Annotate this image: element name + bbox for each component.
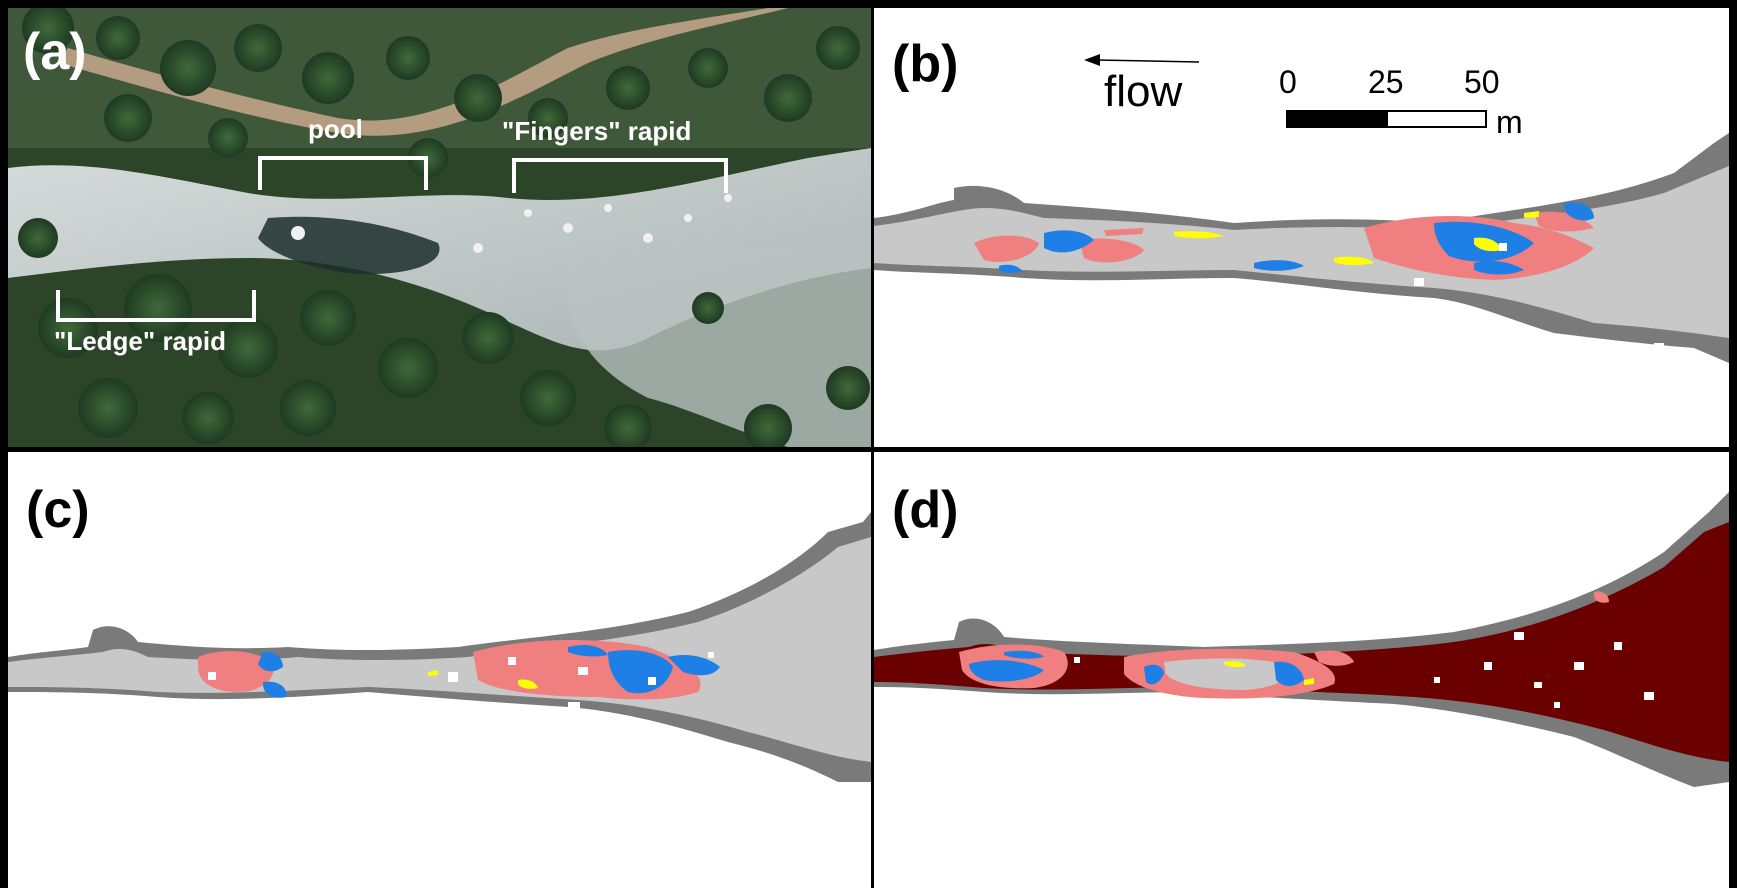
border-right	[1729, 0, 1737, 888]
flow-label: flow	[1104, 67, 1183, 116]
ledge-rapid-label: "Ledge" rapid	[54, 326, 227, 356]
scale-tick-25: 25	[1368, 64, 1404, 100]
pool-label: pool	[308, 114, 363, 144]
panel-c-channel-map	[8, 512, 871, 782]
panel-d-map: (d)	[874, 452, 1729, 888]
border-top	[0, 0, 1737, 8]
fingers-rapid-label: "Fingers" rapid	[502, 116, 692, 146]
panel-c-label: (c)	[26, 481, 90, 539]
border-middle-vertical	[871, 0, 874, 888]
scale-tick-0: 0	[1279, 64, 1297, 100]
ledge-bracket	[56, 290, 256, 322]
border-left	[0, 0, 8, 888]
scale-tick-50: 50	[1464, 64, 1500, 100]
panel-b-channel-map	[874, 133, 1729, 363]
panel-b-label: (b)	[892, 35, 959, 93]
panel-b-map: (b) flow 0 25 50 m	[874, 8, 1729, 447]
panel-c-map: (c)	[8, 452, 871, 888]
panel-a-label: (a)	[23, 23, 87, 81]
border-middle-horizontal	[0, 447, 1737, 452]
flow-arrow-icon	[1084, 54, 1200, 66]
pool-bracket	[258, 156, 428, 190]
scale-bar	[1286, 110, 1487, 128]
panel-d-channel-map	[874, 492, 1729, 787]
scale-unit: m	[1496, 104, 1523, 140]
aerial-photo-image	[8, 8, 871, 447]
panel-d-label: (d)	[892, 481, 959, 539]
panel-a-aerial-photo: (a) pool "Fingers" rapid "Ledge" rapid	[8, 8, 871, 447]
fingers-bracket	[512, 158, 728, 193]
